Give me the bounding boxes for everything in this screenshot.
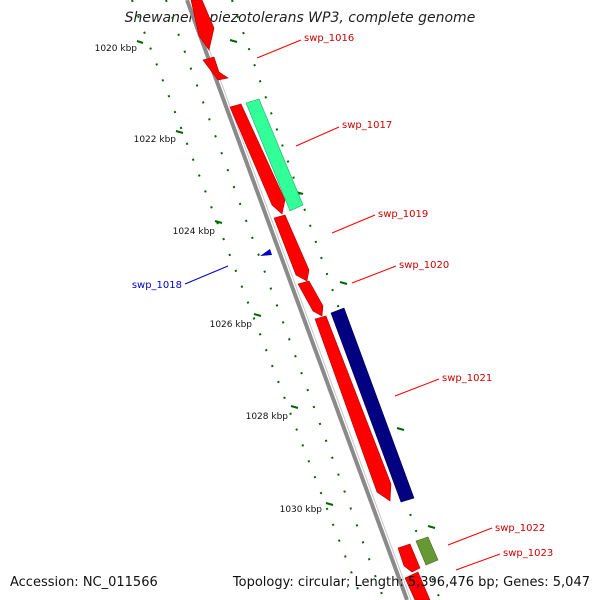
gene-label-swp_1019[interactable]: swp_1019	[378, 209, 428, 220]
map-title: Shewanella piezotolerans WP3, complete g…	[125, 10, 476, 26]
tick-label-1026: 1026 kbp	[210, 320, 253, 330]
gene-swp_1016[interactable]	[190, 0, 229, 81]
gene-label-swp_1018[interactable]: swp_1018	[132, 280, 182, 291]
tick-label-1020: 1020 kbp	[95, 44, 138, 54]
feature-cyan	[245, 98, 304, 212]
gene-swp_1023[interactable]	[404, 571, 431, 600]
feature-olive	[415, 536, 439, 566]
gene-label-swp_1017[interactable]: swp_1017	[342, 120, 392, 131]
scale-track-minor	[165, 0, 385, 600]
gene-label-swp_1021[interactable]: swp_1021	[442, 373, 492, 384]
genome-backbone	[185, 0, 412, 600]
gene-swp_1017[interactable]	[229, 103, 286, 215]
tick-label-1024: 1024 kbp	[173, 227, 216, 237]
tick-label-1022: 1022 kbp	[134, 135, 177, 145]
gene-label-swp_1022[interactable]: swp_1022	[495, 523, 545, 534]
tick-label-1030: 1030 kbp	[280, 505, 323, 515]
leader-lines	[184, 39, 501, 571]
major-ticks	[136, 39, 436, 529]
gene-swp_1019[interactable]	[273, 214, 310, 282]
gene-label-swp_1016[interactable]: swp_1016	[304, 33, 354, 44]
gene-swp_1020[interactable]	[297, 280, 324, 317]
topology-text: Topology: circular; Length: 5,396,476 bp…	[232, 575, 590, 590]
feature-navy	[330, 307, 415, 503]
gene-label-swp_1020[interactable]: swp_1020	[399, 260, 449, 271]
gene-label-swp_1023[interactable]: swp_1023	[503, 548, 553, 559]
accession-text: Accession: NC_011566	[10, 575, 158, 590]
gene-swp_1018[interactable]	[260, 249, 272, 256]
gene-swp_1021[interactable]	[314, 315, 392, 502]
tick-label-1028: 1028 kbp	[246, 412, 289, 422]
gene-swp_1022[interactable]	[397, 543, 421, 573]
